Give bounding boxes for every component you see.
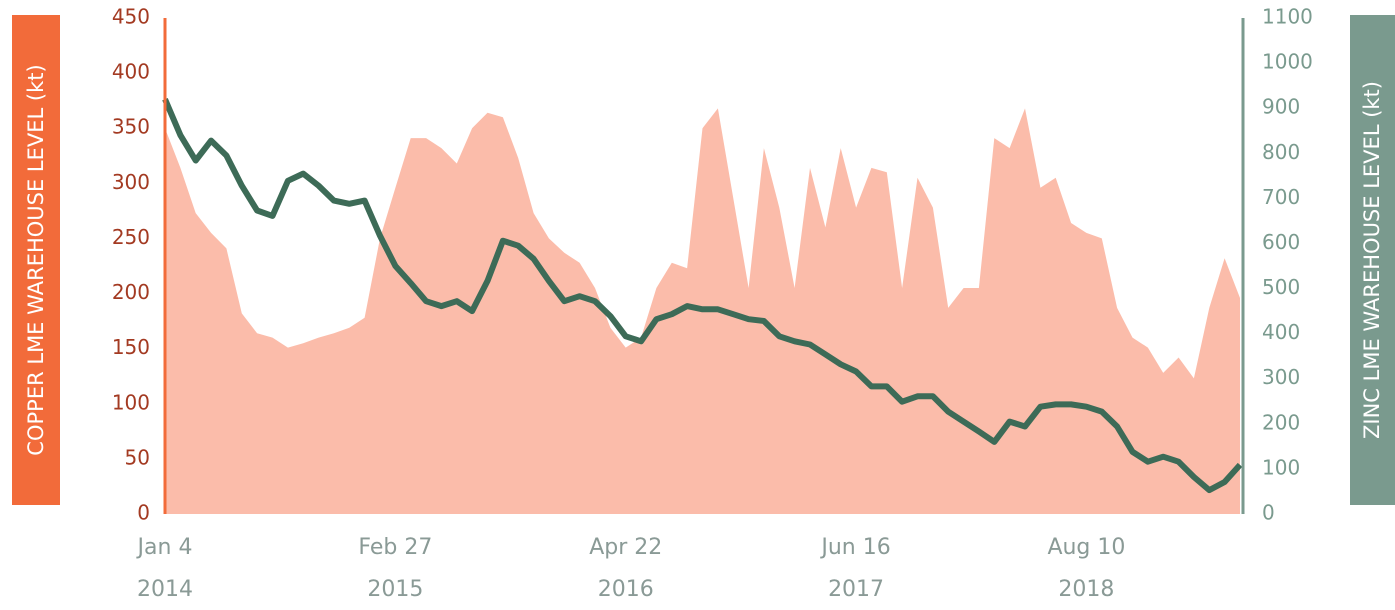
y2-tick-label: 400	[1262, 320, 1300, 344]
y2-tick-label: 1000	[1262, 50, 1313, 74]
y-tick-label: 150	[112, 335, 150, 359]
y2-tick-label: 500	[1262, 275, 1300, 299]
y2-tick-label: 1100	[1262, 5, 1313, 29]
x-tick-label: Feb 27 2015	[358, 535, 432, 602]
y2-tick-label: 600	[1262, 230, 1300, 254]
line	[162, 98, 1243, 494]
y-tick-label: 350	[112, 115, 150, 139]
y2-axis-title-bg	[1350, 15, 1395, 505]
y2-tick-label: 800	[1262, 140, 1300, 164]
y-tick-label: 300	[112, 170, 150, 194]
y-tick-label: 200	[112, 280, 150, 304]
y2-tick-label: 200	[1262, 410, 1300, 434]
y2-tick-label: 300	[1262, 365, 1300, 389]
y2-tick-label: 900	[1262, 95, 1300, 119]
y-tick-label: 50	[125, 445, 150, 469]
y-tick-label: 0	[137, 501, 150, 525]
y2-tick-label: 700	[1262, 185, 1300, 209]
y2-tick-label: 0	[1262, 501, 1275, 525]
y-tick-label: 250	[112, 225, 150, 249]
y-tick-label: 400	[112, 60, 150, 84]
y-axis-title-bg	[12, 15, 60, 505]
y-tick-label: 450	[112, 5, 150, 29]
x-tick-label: Aug 10 2018	[1047, 535, 1125, 602]
y-axis-title: COPPER LME WAREHOUSE LEVEL (kt)	[24, 64, 48, 455]
x-tick-label: Apr 22 2016	[589, 535, 662, 602]
y2-tick-label: 100	[1262, 455, 1300, 479]
y2-axis-title: ZINC LME WAREHOUSE LEVEL (kt)	[1360, 81, 1384, 439]
y-tick-label: 100	[112, 390, 150, 414]
x-tick-label: Jun 16 2017	[819, 535, 890, 602]
x-tick-label: Jan 4 2014	[136, 535, 193, 602]
